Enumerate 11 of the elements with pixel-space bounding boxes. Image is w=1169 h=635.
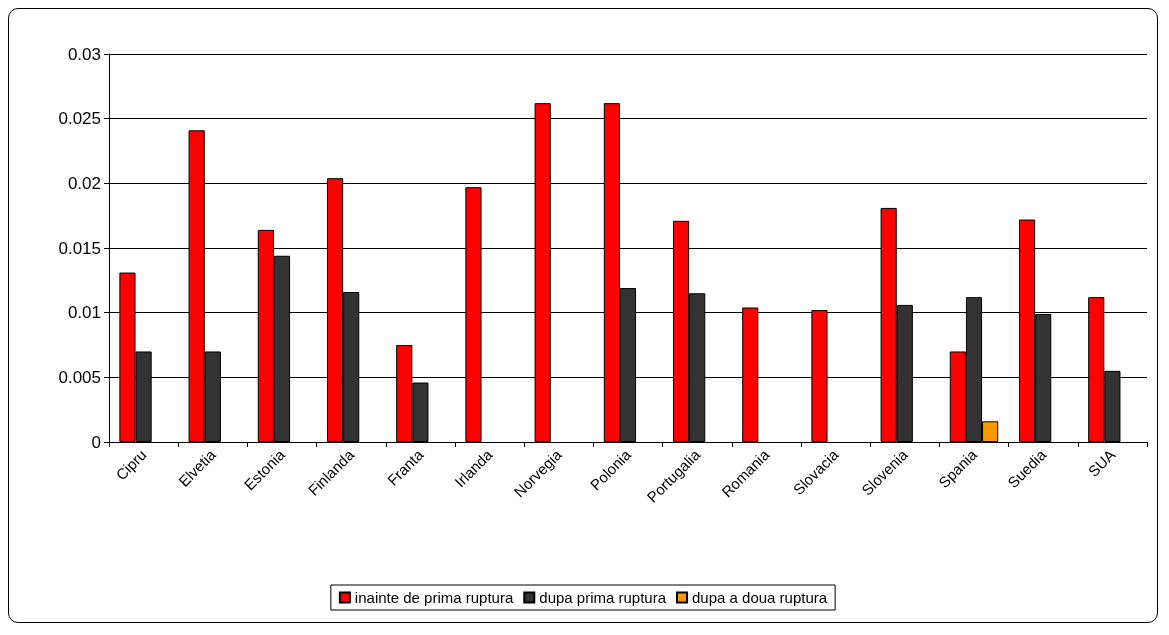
legend-label: inainte de prima ruptura (354, 589, 514, 606)
y-tick-label: 0.015 (58, 238, 101, 258)
y-tick-label: 0.005 (58, 367, 101, 387)
y-tick-label: 0.02 (67, 173, 101, 193)
legend-label: dupa a doua ruptura (692, 589, 828, 606)
legend-label: dupa prima ruptura (539, 589, 667, 606)
y-tick-label: 0.025 (58, 109, 101, 129)
y-tick-label: 0 (91, 432, 101, 452)
x-tick-label: SUA (1084, 445, 1119, 480)
y-tick-label: 0.01 (67, 303, 101, 323)
y-tick-label: 0.03 (67, 44, 101, 64)
